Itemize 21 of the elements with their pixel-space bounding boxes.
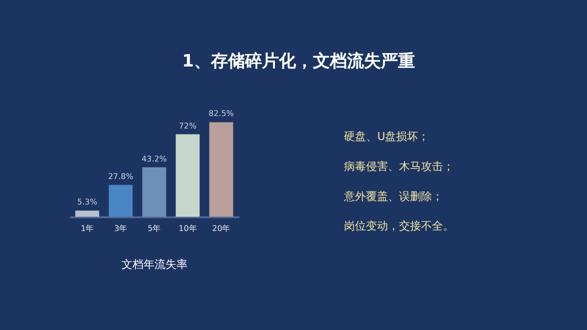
text: 病毒侵害、木马攻击； bbox=[344, 160, 454, 173]
data-label: 5.3% bbox=[77, 198, 98, 207]
data-label: 43.2% bbox=[142, 154, 168, 164]
bar bbox=[75, 210, 100, 217]
x-tick-label: 10年 bbox=[178, 224, 197, 234]
bar bbox=[176, 134, 200, 217]
bar bbox=[209, 122, 234, 217]
data-label: 72% bbox=[178, 121, 197, 130]
data-label: 82.5% bbox=[208, 109, 234, 118]
data-label: 27.8% bbox=[108, 172, 134, 181]
text: 硬盘、U盘损坏； bbox=[344, 130, 430, 144]
bar bbox=[108, 184, 133, 217]
x-tick-label: 3年 bbox=[114, 224, 128, 234]
x-tick-label: 20年 bbox=[212, 224, 230, 234]
text: 意外覆盖、误删除； bbox=[343, 190, 444, 203]
text: 岗位变动，交接不全。 bbox=[344, 220, 454, 233]
x-tick-label: 1年 bbox=[80, 224, 94, 234]
bar bbox=[142, 167, 166, 217]
text: 1、存储碎片化，文档流失严重 bbox=[182, 50, 415, 71]
x-tick-label: 5年 bbox=[148, 224, 161, 234]
x-axis-title: 文档年流失率 bbox=[122, 258, 188, 271]
